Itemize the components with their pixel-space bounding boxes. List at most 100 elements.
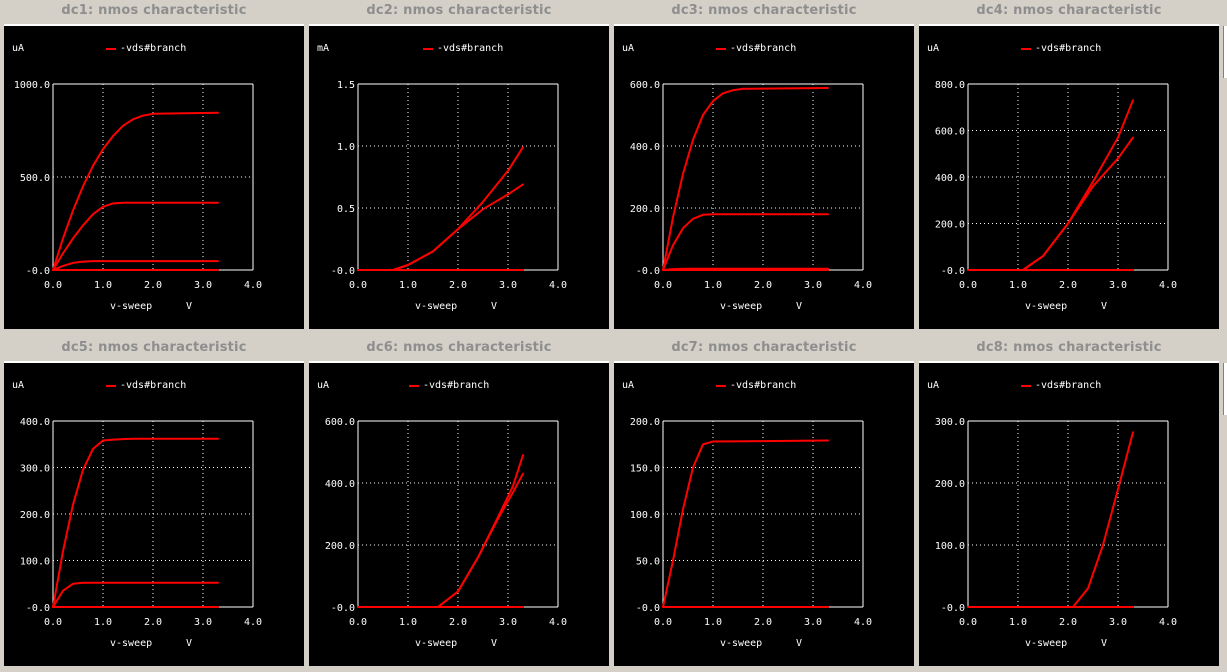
x-tick-label: 2.0 <box>144 617 162 628</box>
y-tick-label: 500.0 <box>20 173 50 184</box>
y-tick-label: 400.0 <box>935 173 965 184</box>
series-line <box>52 201 219 271</box>
y-tick-label: 1000.0 <box>14 80 50 91</box>
chart-svg: 0.0 1.0 2.0 3.0 4.0 -0.0 200.0 400.0 600.0 800.0 <box>935 80 1177 291</box>
series-line <box>357 183 524 271</box>
x-tick-label: 0.0 <box>959 617 977 628</box>
plot-title: dc7: nmos characteristic <box>614 337 914 359</box>
x-tick-label: 4.0 <box>1159 280 1177 291</box>
x-tick-label: 1.0 <box>399 280 417 291</box>
x-unit-label: V <box>491 301 498 312</box>
x-unit-label: V <box>491 638 498 649</box>
x-unit-label: V <box>1101 638 1108 649</box>
x-tick-label: 4.0 <box>549 280 567 291</box>
y-tick-label: -0.0 <box>636 266 660 277</box>
plot-title: dc2: nmos characteristic <box>309 0 609 22</box>
x-tick-label: 0.0 <box>654 617 672 628</box>
series-line <box>357 146 524 271</box>
plot-area: uA -vds#branch 0.0 1.0 2.0 3.0 4.0 -0.0 200.0 4… <box>614 24 914 329</box>
y-tick-label: -0.0 <box>941 603 965 614</box>
series-line <box>662 87 829 271</box>
series-line <box>967 99 1134 271</box>
plot-window-dc3: dc3: nmos characteristic uA -vds#branch … <box>614 0 914 329</box>
chart-svg: 0.0 1.0 2.0 3.0 4.0 -0.0 50.0 100.0 150.0 200.0 <box>630 417 872 628</box>
plot-area: uA -vds#branch 0.0 1.0 2.0 3.0 4.0 -0.0 200.0 4… <box>309 361 609 666</box>
plot-area: mA -vds#branch 0.0 1.0 2.0 3.0 4.0 -0.0 0.5 1.0… <box>309 24 609 329</box>
y-tick-label: 400.0 <box>325 479 355 490</box>
plot-window-dc1: dc1: nmos characteristic uA -vds#branch … <box>4 0 304 329</box>
legend-swatch <box>423 48 433 50</box>
legend-swatch <box>1021 48 1031 50</box>
y-tick-label: 100.0 <box>20 557 50 568</box>
x-unit-label: V <box>796 301 803 312</box>
plot-title: dc3: nmos characteristic <box>614 0 914 22</box>
chart-svg: 0.0 1.0 2.0 3.0 4.0 -0.0 100.0 200.0 300.0 400.0 <box>20 417 262 628</box>
legend-label: -vds#branch <box>423 380 490 391</box>
legend-swatch <box>409 385 419 387</box>
x-tick-label: 4.0 <box>1159 617 1177 628</box>
x-tick-label: 4.0 <box>244 280 262 291</box>
x-tick-label: 0.0 <box>959 280 977 291</box>
plot-title: dc5: nmos characteristic <box>4 337 304 359</box>
x-tick-label: 4.0 <box>854 617 872 628</box>
plot-window-dc5: dc5: nmos characteristic uA -vds#branch … <box>4 337 304 666</box>
y-tick-label: -0.0 <box>636 603 660 614</box>
legend-label: -vds#branch <box>1035 43 1102 54</box>
series-line <box>662 439 829 608</box>
y-unit-label: uA <box>317 380 330 391</box>
x-tick-label: 2.0 <box>1059 280 1077 291</box>
y-tick-label: 800.0 <box>935 80 965 91</box>
y-tick-label: 400.0 <box>630 142 660 153</box>
x-tick-label: 3.0 <box>804 617 822 628</box>
x-tick-label: 1.0 <box>1009 617 1027 628</box>
series-line <box>967 431 1134 608</box>
y-tick-label: 200.0 <box>20 510 50 521</box>
y-tick-label: -0.0 <box>941 266 965 277</box>
plot-window-dc2: dc2: nmos characteristic mA -vds#branch … <box>309 0 609 329</box>
x-tick-label: 4.0 <box>854 280 872 291</box>
chart-svg: 0.0 1.0 2.0 3.0 4.0 -0.0 100.0 200.0 300.0 <box>935 417 1177 628</box>
legend-swatch <box>106 385 116 387</box>
x-tick-label: 1.0 <box>704 280 722 291</box>
y-tick-label: 1.0 <box>337 142 355 153</box>
plot-title: dc1: nmos characteristic <box>4 0 304 22</box>
legend-label: -vds#branch <box>730 43 797 54</box>
x-tick-label: 2.0 <box>754 617 772 628</box>
x-tick-label: 2.0 <box>449 280 467 291</box>
chart-svg: 0.0 1.0 2.0 3.0 4.0 -0.0 200.0 400.0 600.0 <box>630 80 872 291</box>
x-tick-label: 3.0 <box>804 280 822 291</box>
y-tick-label: -0.0 <box>26 266 50 277</box>
y-unit-label: uA <box>12 43 25 54</box>
plot-window-dc6: dc6: nmos characteristic uA -vds#branch … <box>309 337 609 666</box>
y-tick-label: -0.0 <box>331 603 355 614</box>
y-tick-label: 300.0 <box>935 417 965 428</box>
x-tick-label: 1.0 <box>704 617 722 628</box>
legend-label: -vds#branch <box>120 380 187 391</box>
x-unit-label: V <box>796 638 803 649</box>
x-tick-label: 3.0 <box>499 617 517 628</box>
plot-area: uA -vds#branch 0.0 1.0 2.0 3.0 4.0 -0.0 200.0 4… <box>919 24 1219 329</box>
x-axis-label: v-sweep <box>1025 301 1068 312</box>
y-tick-label: 100.0 <box>935 541 965 552</box>
y-tick-label: 150.0 <box>630 464 660 475</box>
x-tick-label: 3.0 <box>194 617 212 628</box>
x-axis-label: v-sweep <box>415 301 458 312</box>
x-tick-label: 1.0 <box>94 617 112 628</box>
y-tick-label: 1.5 <box>337 80 355 91</box>
plot-window-dc4: dc4: nmos characteristic uA -vds#branch … <box>919 0 1219 329</box>
x-tick-label: 2.0 <box>754 280 772 291</box>
chart-svg: 0.0 1.0 2.0 3.0 4.0 -0.0 500.0 1000.0 <box>14 80 262 291</box>
x-tick-label: 0.0 <box>349 280 367 291</box>
x-unit-label: V <box>186 301 193 312</box>
y-tick-label: -0.0 <box>331 266 355 277</box>
legend-label: -vds#branch <box>1035 380 1102 391</box>
series-line <box>357 472 524 608</box>
legend-swatch <box>716 385 726 387</box>
y-tick-label: 50.0 <box>636 557 660 568</box>
window-edge <box>1223 363 1227 415</box>
y-tick-label: 600.0 <box>630 80 660 91</box>
series-line <box>967 136 1134 271</box>
plot-area: uA -vds#branch 0.0 1.0 2.0 3.0 4.0 -0.0 500.0 1… <box>4 24 304 329</box>
x-tick-label: 0.0 <box>44 617 62 628</box>
x-tick-label: 1.0 <box>399 617 417 628</box>
